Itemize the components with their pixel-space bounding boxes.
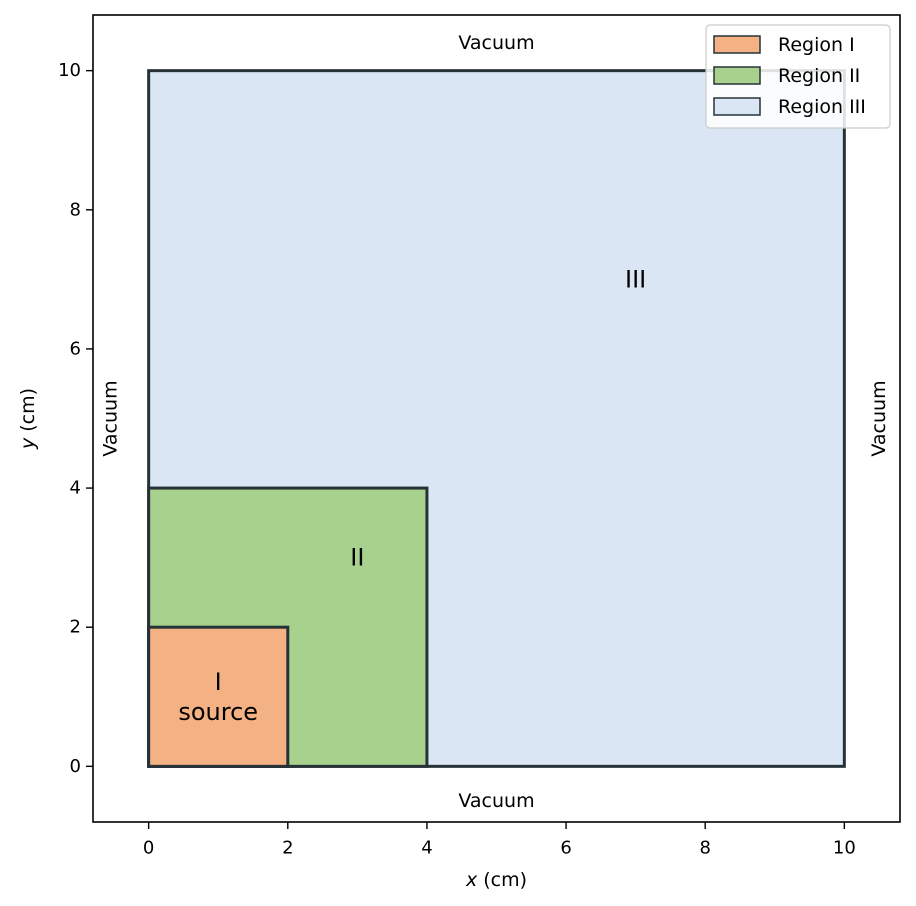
- region-annotation: I: [215, 668, 222, 696]
- x-tick-label: 2: [282, 838, 293, 859]
- plot-frame: [92, 14, 901, 823]
- boundary-label-left: Vacuum: [99, 380, 121, 456]
- y-tick-label: 0: [70, 756, 81, 777]
- y-axis-label-unit: (cm): [17, 388, 39, 438]
- y-tick-label: 2: [70, 617, 81, 638]
- x-tick-label: 6: [560, 838, 571, 859]
- region-annotation: source: [178, 698, 258, 726]
- x-tick-label: 10: [833, 838, 856, 859]
- boundary-label-top: Vacuum: [458, 32, 534, 54]
- y-tick-label: 6: [70, 338, 81, 359]
- region-annotation: III: [625, 265, 646, 293]
- y-axis-label: y (cm): [17, 388, 39, 450]
- legend-swatch: [713, 66, 761, 85]
- y-tick-label: 10: [58, 60, 81, 81]
- legend: Region I Region II Region III: [705, 24, 891, 129]
- boundary-label-bottom: Vacuum: [458, 790, 534, 812]
- legend-label: Region II: [778, 65, 860, 87]
- x-axis-label-unit: (cm): [477, 869, 527, 891]
- ticks-layer: 0 2 4 6 8 10 0 2 4 6 8 10: [58, 60, 856, 858]
- legend-swatch: [713, 97, 761, 116]
- boundary-labels-layer: Vacuum Vacuum Vacuum Vacuum: [99, 32, 890, 812]
- legend-label: Region III: [778, 96, 866, 118]
- region-annotation: II: [350, 544, 364, 572]
- regions-layer: [147, 69, 846, 768]
- y-tick-label: 4: [70, 478, 81, 499]
- y-tick-label: 8: [70, 199, 81, 220]
- x-axis-label-var: x: [465, 869, 478, 891]
- x-axis-label: x (cm): [465, 869, 527, 891]
- legend-swatch: [713, 35, 761, 54]
- region-region-i-rect: [147, 625, 290, 768]
- y-axis-label-var: y: [17, 437, 39, 450]
- boundary-label-right: Vacuum: [868, 380, 890, 456]
- x-tick-label: 0: [143, 838, 154, 859]
- legend-label: Region I: [778, 34, 855, 56]
- x-tick-label: 4: [421, 838, 432, 859]
- x-tick-label: 8: [699, 838, 710, 859]
